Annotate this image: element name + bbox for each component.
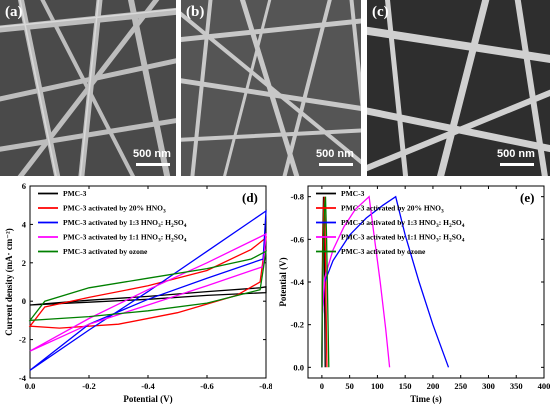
scale-bar-label-c: 500 nm: [497, 148, 535, 160]
sem-image-c: (c) 500 nm: [367, 0, 550, 176]
legend-label-5: PMC-3 activated by ozone: [341, 247, 426, 256]
x-tick-label: 250: [454, 381, 467, 391]
x-tick-label: 100: [371, 381, 384, 391]
series-line-5: [28, 250, 267, 322]
panel-label-a: (a): [5, 4, 23, 20]
panel-label: (e): [520, 190, 534, 205]
x-axis-label: Potential (V): [123, 394, 172, 404]
gcd-chart: 0 50 100 150 200 250 300 350 400 0.0 -0.2 -0.4 -0.6 -…: [278, 185, 550, 404]
y-axis-label: Current density (mA· cm⁻²): [4, 228, 14, 336]
sem-image-b: (b) 500 nm: [181, 0, 361, 176]
legend-label-5: PMC-3 activated by ozone: [63, 247, 148, 256]
x-tick-label: 400: [538, 381, 550, 391]
plot-frame: [307, 185, 545, 379]
panel-label-b: (b): [186, 4, 205, 20]
y-tick-label: 0.0: [293, 362, 304, 372]
legend-label-1: PMC-3: [63, 189, 87, 198]
sem-fibers-b: [181, 0, 361, 176]
scale-bar-c: [500, 163, 534, 166]
legend-label-1: PMC-3: [341, 189, 365, 198]
x-tick-label: -0.8: [259, 381, 272, 391]
series-line-1: [29, 286, 267, 306]
panel-label-c: (c): [372, 4, 389, 20]
y-tick-label: -0.2: [291, 320, 304, 330]
sem-fibers-c: [367, 0, 550, 176]
series-line-4: [29, 232, 267, 352]
scale-bar-label-b: 500 nm: [316, 148, 354, 160]
y-tick-label: -0.8: [291, 192, 304, 202]
x-tick-label: 200: [427, 381, 440, 391]
y-tick-label: -0.6: [291, 234, 304, 244]
x-tick-label: 0: [320, 381, 324, 391]
legend-label-2: PMC-3 activated by 20% HNO3: [63, 204, 166, 215]
y-tick-label: 2: [22, 258, 26, 268]
legend-label-3: PMC-3 activated by 1:3 HNO3: H2SO4: [63, 218, 187, 229]
y-tick-label: -0.4: [291, 277, 305, 287]
x-tick-label: -0.6: [200, 381, 213, 391]
legend-label-3: PMC-3 activated by 1:3 HNO3: H2SO4: [341, 218, 465, 229]
y-tick-label: 6: [22, 181, 26, 191]
legend-label-4: PMC-3 activated by 1:1 HNO3: H2SO4: [63, 233, 187, 244]
series-line-4: [321, 195, 391, 368]
scale-bar-label-a: 500 nm: [133, 148, 171, 160]
x-tick-label: 300: [482, 381, 495, 391]
x-tick-label: -0.4: [141, 381, 155, 391]
sem-image-a: (a) 500 nm: [0, 0, 176, 176]
legend-label-4: PMC-3 activated by 1:1 HNO3: H2SO4: [341, 233, 465, 244]
plot-frame: [29, 185, 267, 379]
x-tick-label: -0.2: [82, 381, 95, 391]
cv-chart: 0.0 -0.2 -0.4 -0.6 -0.8 -4 -2 0 2 4 6 Potential (V)…: [4, 181, 272, 404]
x-tick-label: 150: [399, 381, 412, 391]
panel-label: (d): [242, 190, 258, 205]
sem-fibers-a: [0, 0, 176, 176]
legend-label-2: PMC-3 activated by 20% HNO3: [341, 204, 444, 215]
y-tick-label: -4: [19, 373, 27, 383]
x-tick-label: 350: [510, 381, 523, 391]
y-axis-label: Potential (V): [278, 257, 288, 306]
y-tick-label: 4: [22, 219, 27, 229]
x-tick-label: 0.0: [25, 381, 36, 391]
scale-bar-a: [136, 163, 170, 166]
scale-bar-b: [319, 163, 353, 166]
series-line-5: [321, 196, 330, 368]
x-tick-label: 50: [345, 381, 354, 391]
y-tick-label: 0: [22, 296, 26, 306]
x-axis-label: Time (s): [410, 394, 442, 404]
y-tick-label: -2: [19, 335, 26, 345]
